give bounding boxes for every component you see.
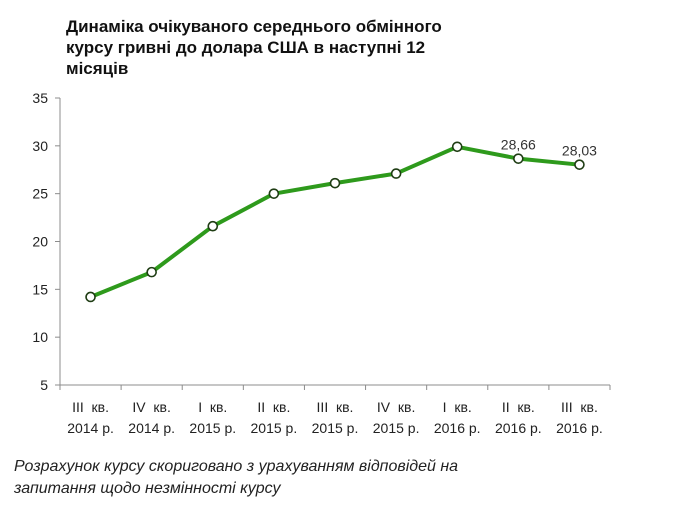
x-tick-label: II кв. 2015 р.	[251, 399, 298, 436]
y-tick-label: 25	[32, 186, 48, 202]
y-tick-label: 10	[32, 329, 48, 345]
data-labels: 28,66 28,03	[501, 137, 597, 159]
x-tick-label: III кв. 2015 р.	[312, 399, 359, 436]
data-point	[390, 168, 402, 179]
x-tick-label: II кв. 2016 р.	[495, 399, 542, 436]
series-line	[88, 144, 582, 299]
y-tick-label: 30	[32, 138, 48, 154]
series-line-group	[85, 141, 585, 303]
data-label: 28,03	[562, 143, 597, 159]
data-point	[268, 188, 280, 199]
data-point	[146, 266, 157, 278]
data-point	[85, 291, 96, 303]
x-tick-label: III кв. 2014 р.	[67, 399, 114, 436]
data-label: 28,66	[501, 137, 536, 153]
x-tick-label: I кв. 2015 р.	[189, 399, 236, 436]
y-tick-label: 35	[32, 90, 48, 106]
data-point	[574, 159, 585, 170]
y-axis: 5 10 15 20 25 30 35	[32, 90, 61, 393]
x-tick-label: IV кв. 2015 р.	[373, 399, 420, 436]
data-point	[451, 141, 463, 153]
x-tick-label: III кв. 2016 р.	[556, 399, 603, 436]
footnote: Розрахунок курсу скориговано з урахуванн…	[14, 458, 459, 497]
x-tick-label: I кв. 2016 р.	[434, 399, 481, 436]
y-tick-label: 15	[32, 281, 48, 297]
y-tick-label: 20	[32, 234, 48, 250]
x-axis: III кв. 2014 р. IV кв. 2014 р. I кв. 2015 р. I…	[59, 384, 611, 436]
data-point	[207, 220, 219, 232]
data-point	[329, 177, 341, 189]
y-tick-label: 5	[40, 377, 48, 393]
x-tick-label: IV кв. 2014 р.	[128, 399, 175, 436]
data-point	[513, 153, 524, 164]
line-chart: 5 10 15 20 25 30 35 III кв. 2014 р. IV кв. 2014 р…	[32, 90, 611, 436]
chart-title: Динаміка очікуваного середнього обмінног…	[66, 17, 442, 78]
